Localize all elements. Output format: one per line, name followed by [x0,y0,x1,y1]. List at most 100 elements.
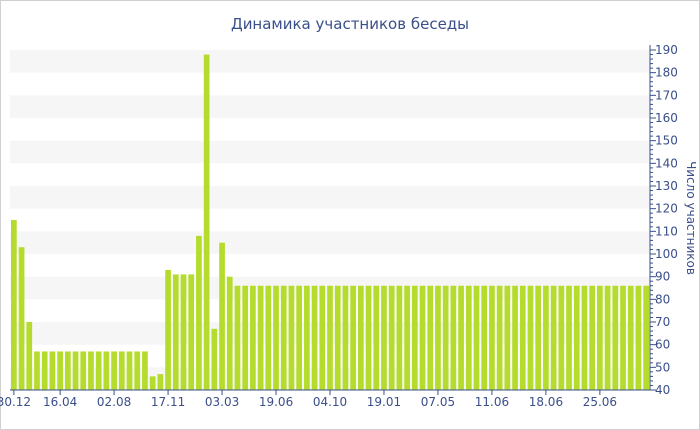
bar[interactable] [597,285,603,390]
bar[interactable] [550,285,557,390]
bar[interactable] [427,285,434,390]
bar[interactable] [589,285,596,390]
bar[interactable] [465,285,472,390]
bar[interactable] [319,285,326,390]
y-tick-label: 50 [655,360,670,374]
x-tick-label: 11.06 [475,395,509,409]
bar[interactable] [288,285,295,390]
y-tick-label: 170 [655,88,678,102]
bar[interactable] [558,285,565,390]
y-tick-label: 120 [655,202,678,216]
bar[interactable] [442,285,449,390]
bar[interactable] [573,285,580,390]
x-tick-label: 30.12 [0,395,31,409]
bar[interactable] [419,285,426,390]
bar[interactable] [404,285,410,390]
bar[interactable] [88,351,94,390]
bar[interactable] [357,285,364,390]
bar[interactable] [350,285,356,390]
bar[interactable] [250,285,256,390]
bar[interactable] [165,269,171,390]
bar[interactable] [242,285,249,390]
bar[interactable] [18,247,25,390]
bar[interactable] [26,322,33,390]
bar[interactable] [280,285,287,390]
y-tick-label: 140 [655,156,678,170]
bar[interactable] [435,285,441,390]
bar[interactable] [635,285,642,390]
y-tick-label: 130 [655,179,678,193]
bar[interactable] [211,328,218,390]
bar[interactable] [473,285,480,390]
bar[interactable] [72,351,79,390]
bar[interactable] [481,285,488,390]
y-tick-label: 40 [655,383,670,397]
bar[interactable] [612,285,619,390]
bar[interactable] [527,285,534,390]
bar[interactable] [566,285,572,390]
grid-band [10,231,650,254]
bar[interactable] [311,285,318,390]
bar[interactable] [411,285,418,390]
bar[interactable] [581,285,588,390]
bar[interactable] [381,285,387,390]
bar[interactable] [49,351,56,390]
bar[interactable] [373,285,380,390]
bar[interactable] [304,285,310,390]
bar[interactable] [450,285,457,390]
bar[interactable] [118,351,125,390]
bar[interactable] [80,351,87,390]
bar[interactable] [627,285,634,390]
bar[interactable] [64,351,71,390]
bar[interactable] [203,54,210,390]
grid-band [10,140,650,164]
y-tick-label: 80 [655,292,670,306]
bar[interactable] [535,285,542,390]
bar[interactable] [265,285,272,390]
grid-band [10,50,650,73]
bar[interactable] [234,285,241,390]
bar[interactable] [95,351,102,390]
bar[interactable] [519,285,526,390]
bar[interactable] [388,285,395,390]
y-tick-label: 60 [655,338,670,352]
x-tick-label: 03.03 [205,395,239,409]
bar[interactable] [273,285,279,390]
bar[interactable] [342,285,349,390]
bar[interactable] [543,285,549,390]
bar[interactable] [180,274,187,390]
bar[interactable] [103,351,110,390]
bar[interactable] [111,351,117,390]
bar[interactable] [226,276,233,390]
y-tick-label: 180 [655,66,678,80]
bar[interactable] [172,274,179,390]
bar[interactable] [643,285,649,390]
bar[interactable] [504,285,511,390]
bar[interactable] [188,274,195,390]
bar[interactable] [134,351,141,390]
bar[interactable] [296,285,303,390]
bar[interactable] [57,351,63,390]
x-tick-label: 16.04 [43,395,77,409]
bar[interactable] [126,351,133,390]
y-tick-label: 90 [655,270,670,284]
bar[interactable] [142,351,148,390]
bar[interactable] [327,285,333,390]
bar[interactable] [620,285,626,390]
bar[interactable] [257,285,264,390]
bar[interactable] [34,351,40,390]
bar[interactable] [219,242,225,390]
bar[interactable] [458,285,464,390]
bar[interactable] [365,285,372,390]
bar[interactable] [157,374,164,390]
bar[interactable] [512,285,518,390]
bar[interactable] [489,285,495,390]
bar[interactable] [604,285,611,390]
bar[interactable] [11,220,17,390]
bar[interactable] [149,376,156,390]
bar[interactable] [496,285,503,390]
bar[interactable] [334,285,341,390]
bar[interactable] [196,235,202,390]
bar[interactable] [41,351,48,390]
bar[interactable] [396,285,403,390]
